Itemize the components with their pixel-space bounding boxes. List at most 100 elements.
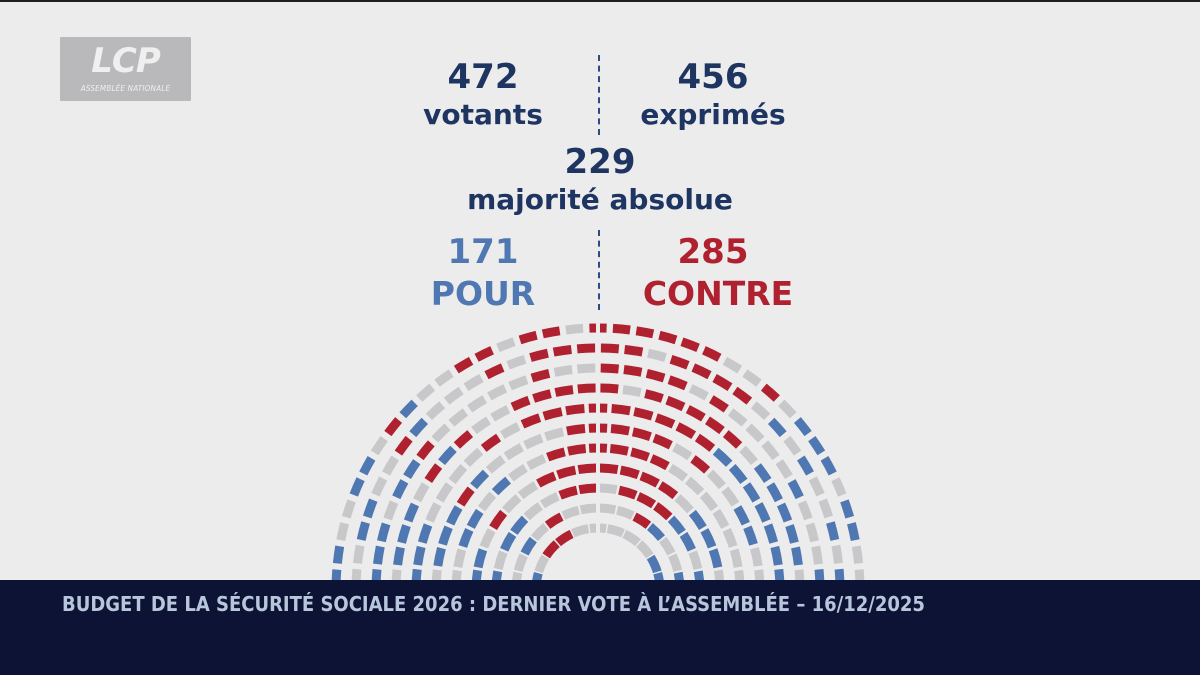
hemicycle-seat-109 (463, 447, 484, 467)
hemicycle-seat-162 (416, 440, 435, 461)
hemicycle-seat-43 (479, 528, 496, 549)
hemicycle-seat-220 (336, 522, 349, 541)
hemicycle-seat-143 (622, 385, 642, 397)
hemicycle-seat-98 (721, 486, 740, 507)
hemicycle-seat-14 (531, 523, 550, 542)
hemicycle-seat-151 (766, 482, 783, 503)
hemicycle-seat-4 (571, 524, 590, 538)
hemicycle-seat-129 (393, 546, 405, 566)
hemicycle-seat-157 (373, 545, 385, 565)
hemicycle-seat-173 (645, 369, 666, 383)
hemicycle-seat-119 (675, 422, 697, 440)
hemicycle-seat-88 (523, 433, 544, 450)
hemicycle-seat-21 (646, 523, 665, 542)
hemicycle-seat-49 (577, 463, 597, 475)
hemicycle-seat-244 (778, 399, 797, 419)
hemicycle-seat-138 (510, 395, 531, 412)
hemicycle-seat-246 (808, 435, 826, 456)
hemicycle-seat-68 (567, 444, 587, 456)
hemicycle-seat-78 (729, 548, 743, 568)
hemicycle-seat-73 (668, 464, 688, 482)
hemicycle-seat-175 (688, 384, 709, 401)
hemicycle-seat-50 (599, 463, 619, 475)
hemicycle-seat-126 (770, 545, 783, 566)
hemicycle-seat-229 (453, 356, 474, 374)
hemicycle-seat-248 (831, 477, 847, 497)
hemicycle-seat-23 (668, 553, 683, 572)
hemicycle-seat-13 (520, 536, 537, 556)
hemicycle-seat-179 (761, 440, 780, 461)
hemicycle-seat-208 (732, 386, 753, 405)
hemicycle-seat-134 (438, 445, 457, 466)
contre-label: CONTRE (642, 274, 794, 313)
hemicycle-seat-107 (435, 482, 454, 503)
hemicycle-seat-42 (473, 548, 488, 569)
hemicycle-seat-174 (667, 375, 688, 391)
hemicycle-seat-72 (649, 454, 670, 471)
hemicycle-seat-67 (546, 447, 566, 462)
hemicycle-seat-84 (456, 486, 475, 507)
hemicycle-seat-45 (502, 494, 522, 514)
hemicycle-seat-194 (425, 401, 446, 421)
hemicycle-seat-56 (700, 528, 717, 549)
hemicycle-seat-203 (624, 345, 644, 357)
hemicycle-seat-33 (599, 483, 618, 495)
hemicycle-seat-213 (808, 476, 825, 497)
hemicycle-seat-163 (431, 423, 451, 443)
hemicycle-seat-147 (705, 416, 725, 435)
hemicycle-seat-71 (630, 447, 650, 462)
hemicycle-seat-216 (831, 544, 843, 564)
hemicycle-seat-121 (712, 447, 733, 467)
hemicycle-seat-139 (532, 389, 552, 403)
hemicycle-seat-182 (797, 500, 813, 521)
hemicycle-seat-131 (403, 502, 420, 523)
hemicycle-seat-106 (425, 502, 442, 523)
hemicycle-seat-125 (763, 523, 779, 544)
hemicycle-seat-118 (654, 413, 676, 429)
hemicycle-seat-212 (797, 455, 814, 476)
hemicycle-seat-193 (409, 417, 429, 438)
hemicycle-seat-77 (722, 527, 738, 548)
hemicycle-seat-66 (526, 454, 547, 471)
hemicycle-seat-83 (446, 505, 463, 526)
hemicycle-seat-85 (470, 469, 490, 490)
hemicycle-seat-108 (448, 463, 468, 485)
hemicycle-seat-201 (576, 343, 596, 354)
hemicycle-seat-22 (659, 536, 676, 556)
hemicycle-seat-30 (539, 492, 560, 509)
hemicycle-seat-171 (600, 363, 620, 374)
hemicycle-seat-242 (742, 369, 762, 387)
hemicycle-seat-167 (508, 375, 529, 391)
hemicycle-seat-32 (578, 483, 597, 495)
hemicycle-seat-124 (754, 502, 771, 523)
hemicycle-seat-20 (632, 512, 652, 529)
hemicycle-seat-228 (434, 369, 454, 387)
hemicycle-seat-159 (383, 500, 399, 521)
hemicycle-seat-101 (750, 547, 763, 567)
hemicycle-seat-141 (577, 383, 596, 394)
hemicycle-seat-184 (811, 545, 823, 565)
hemicycle-seat-135 (453, 430, 474, 449)
top-edge (0, 0, 1200, 2)
hemicycle-seat-221 (341, 499, 356, 519)
hemicycle-seat-241 (722, 356, 743, 374)
hemicycle-seat-237 (635, 326, 655, 339)
hemicycle-seat-168 (530, 369, 551, 383)
hemicycle-seat-247 (820, 456, 837, 476)
hemicycle-seat-199 (529, 348, 549, 362)
hemicycle-seat-214 (818, 498, 833, 519)
hemicycle-seat-8 (636, 540, 654, 559)
hemicycle-seat-222 (349, 477, 365, 497)
hemicycle-seat-27 (500, 531, 517, 552)
hemicycle-seat-93 (631, 427, 652, 441)
hemicycle-seat-137 (490, 405, 511, 422)
hemicycle-seat-240 (702, 346, 722, 362)
hemicycle-seat-89 (544, 427, 565, 441)
hemicycle-seat-75 (699, 491, 719, 512)
hemicycle-seat-26 (493, 550, 508, 570)
hemicycle-seat-158 (377, 522, 391, 543)
hemicycle-seat-215 (826, 521, 840, 541)
hemicycle-seat-210 (767, 417, 787, 438)
hemicycle-seat-18 (598, 503, 617, 515)
hemicycle-seat-232 (518, 330, 538, 345)
